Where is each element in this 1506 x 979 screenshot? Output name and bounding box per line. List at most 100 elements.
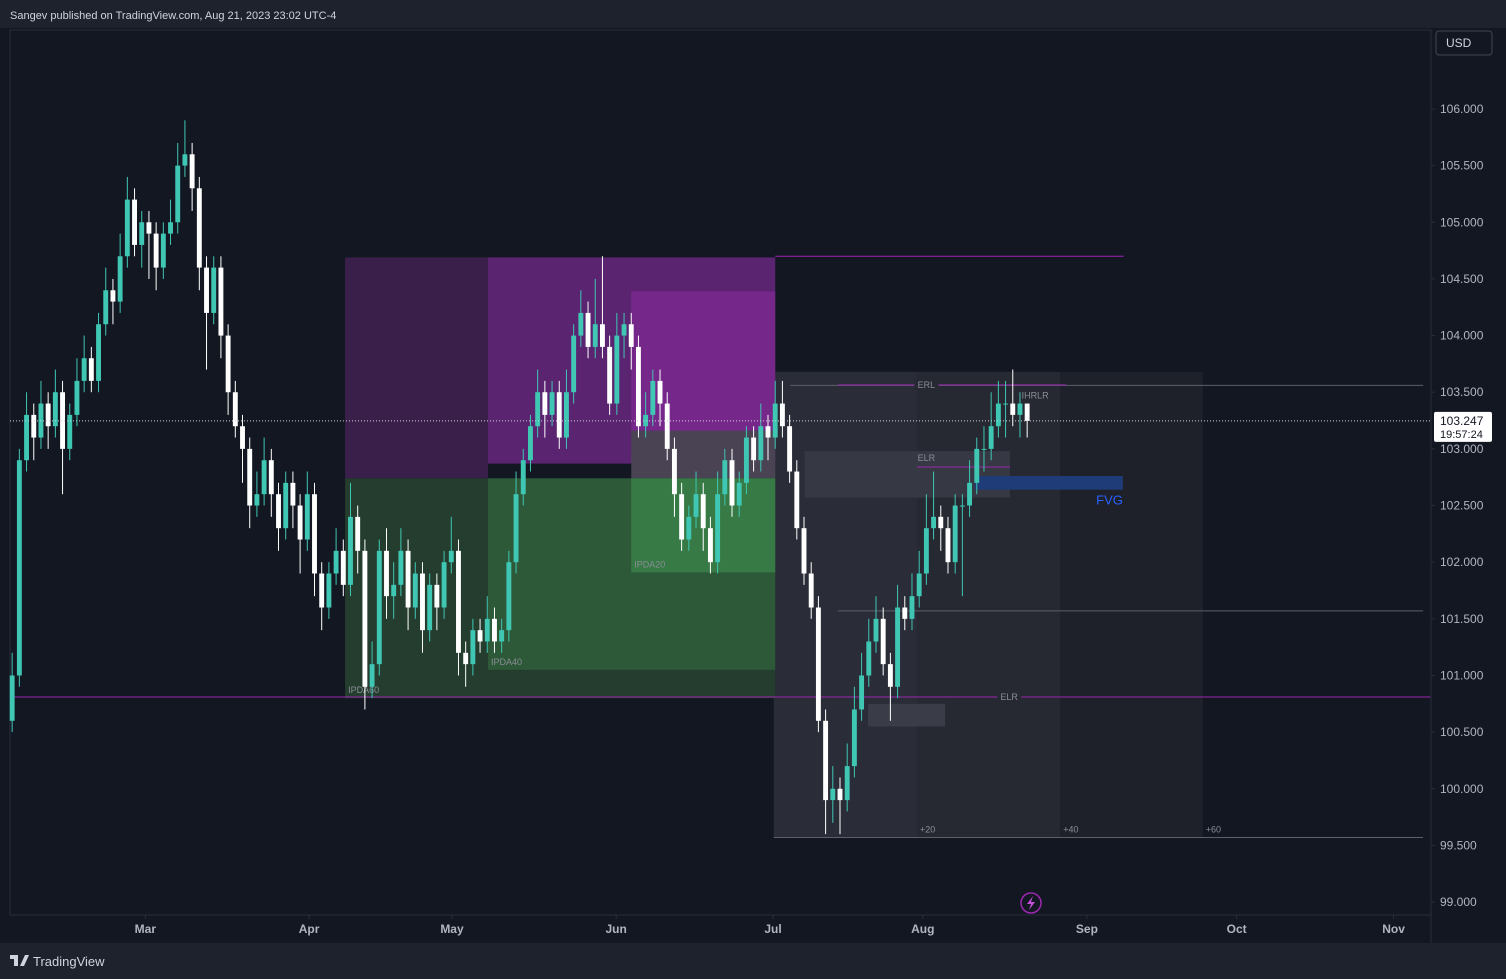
candle-body	[866, 641, 872, 676]
candle-body	[743, 437, 749, 483]
currency-label: USD	[1446, 36, 1472, 50]
zone	[917, 371, 1061, 838]
y-tick-label: 99.000	[1440, 895, 1477, 909]
candle-body	[614, 335, 620, 404]
zone	[1060, 371, 1203, 838]
candle-body	[1010, 403, 1016, 415]
candle-body	[650, 380, 656, 415]
y-tick-label: 100.500	[1440, 725, 1484, 739]
candle-body	[160, 233, 166, 268]
candle-body	[988, 426, 994, 449]
candle-body	[405, 550, 411, 608]
candle-body	[355, 516, 361, 551]
candle-body	[448, 550, 454, 563]
candle-body	[779, 403, 785, 427]
candle-body	[513, 494, 519, 563]
candle-body	[916, 573, 922, 597]
y-tick-label: 103.500	[1440, 385, 1484, 399]
candle-body	[902, 607, 908, 619]
zone-label: +60	[1206, 825, 1221, 835]
zone	[773, 371, 918, 838]
candle-body	[585, 312, 591, 347]
candle-body	[830, 788, 836, 801]
candle-body	[520, 460, 526, 495]
candle-body	[312, 494, 317, 574]
candle-body	[952, 505, 958, 563]
candle-body	[945, 528, 951, 563]
candle-body	[232, 392, 238, 427]
candle-body	[787, 426, 793, 472]
candle-body	[671, 448, 677, 495]
candle-body	[240, 426, 245, 449]
candle-body	[801, 528, 807, 574]
candle-body	[758, 426, 764, 461]
level-label: ELR	[918, 453, 936, 463]
candle-body	[74, 380, 80, 415]
candle-body	[1017, 403, 1023, 415]
candle-body	[9, 675, 15, 721]
y-tick-label: 101.000	[1440, 668, 1484, 682]
level-label: ERL	[918, 380, 936, 390]
candle-body	[808, 573, 814, 608]
y-tick-label: 100.000	[1440, 782, 1484, 796]
level-label: ELR	[1000, 692, 1018, 702]
candle-body	[794, 471, 800, 529]
x-tick-label: Jul	[764, 922, 781, 936]
candle-body	[859, 675, 865, 710]
candle-body	[124, 199, 130, 257]
candle-body	[132, 199, 137, 245]
zone-label: +20	[920, 825, 935, 835]
candle-body	[189, 154, 195, 189]
candle-body	[196, 188, 202, 268]
candle-body	[384, 550, 389, 597]
candle-body	[398, 550, 404, 585]
footer-text: TradingView	[33, 954, 105, 969]
last-price-box	[1434, 411, 1492, 442]
candle-body	[204, 267, 209, 313]
candle-body	[923, 528, 929, 574]
candle-body	[722, 460, 728, 495]
candle-body	[967, 482, 973, 506]
candle-body	[24, 414, 30, 461]
currency-button[interactable]	[1435, 30, 1493, 56]
candle-body	[88, 358, 94, 381]
last-price-label: 103.247	[1440, 414, 1484, 428]
y-tick-label: 103.000	[1440, 442, 1484, 456]
candle-body	[1003, 403, 1009, 405]
candle-body	[67, 414, 73, 449]
alert-icon[interactable]	[1020, 892, 1042, 914]
candle-body	[528, 426, 533, 461]
x-tick-label: May	[440, 922, 464, 936]
candle-body	[607, 346, 613, 404]
candle-body	[643, 414, 649, 427]
candle-body	[427, 584, 433, 631]
y-tick-label: 102.000	[1440, 555, 1484, 569]
candle-body	[139, 222, 145, 245]
y-tick-label: 102.500	[1440, 499, 1484, 513]
x-tick-label: Mar	[135, 922, 157, 936]
y-tick-label: 104.000	[1440, 329, 1484, 343]
candle-body	[441, 562, 447, 608]
candle-body	[225, 335, 231, 393]
x-tick-label: Jun	[605, 922, 626, 936]
candle-body	[535, 392, 541, 427]
candle-body	[736, 482, 742, 506]
candle-body	[995, 403, 1001, 427]
candle-body	[549, 392, 555, 415]
label-gap	[997, 692, 1022, 703]
candle-body	[168, 222, 173, 234]
candle-body	[175, 165, 181, 223]
candle-body	[290, 482, 296, 506]
candle-body	[837, 788, 843, 801]
candle-body	[362, 550, 368, 687]
zone-label: +40	[1063, 825, 1078, 835]
candle-body	[117, 256, 123, 302]
label-gap	[914, 379, 939, 390]
candle-body	[153, 233, 159, 268]
candle-body	[304, 494, 310, 540]
candle-body	[484, 618, 490, 642]
candle-body	[844, 766, 850, 801]
candle-body	[887, 664, 893, 687]
candle-body	[599, 324, 605, 347]
